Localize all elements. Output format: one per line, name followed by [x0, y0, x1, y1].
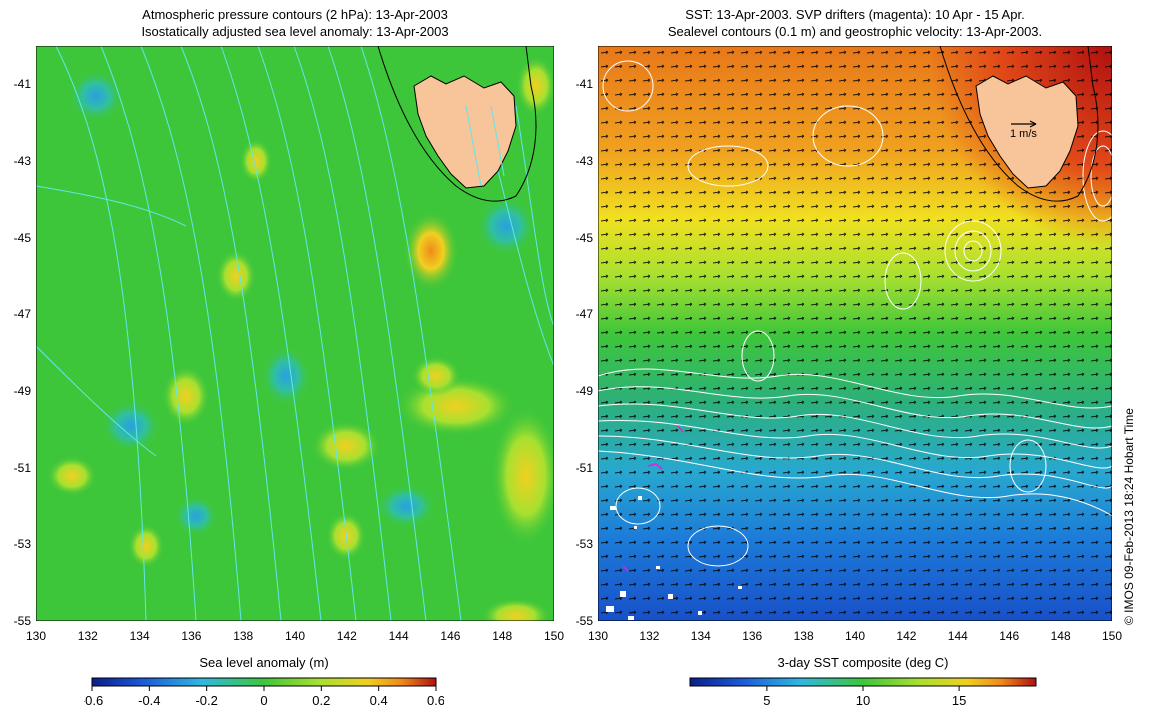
left-lon-tick-label: 144 [388, 629, 409, 643]
left-lon-tick-label: 140 [285, 629, 306, 643]
right-colorbar-label: 3-day SST composite (deg C) [777, 655, 949, 670]
left-colorbar-tick-label: -0.2 [195, 693, 217, 708]
right-lon-tick-label: 146 [999, 629, 1020, 643]
right-lat-tick-label: -51 [575, 460, 593, 475]
left-lon-tick-label: 146 [440, 629, 461, 643]
right-lat-tick-label: -55 [575, 614, 593, 628]
right-lon-tick-label: 150 [1102, 629, 1123, 643]
right-lon-tick-label: 142 [896, 629, 917, 643]
left-lat-tick-label: -41 [13, 77, 31, 92]
right-lon-tick-label: 136 [742, 629, 763, 643]
left-colorbar-tick-label: 0.4 [370, 693, 388, 708]
right-colorbar-tick-label: 15 [952, 693, 966, 708]
left-lon-tick-label: 150 [544, 629, 565, 643]
left-title-line1: Atmospheric pressure contours (2 hPa): 1… [142, 7, 448, 22]
left-lon-tick-label: 138 [233, 629, 254, 643]
left-lat-tick-label: -49 [13, 384, 31, 398]
right-lon-tick-label: 140 [845, 629, 866, 643]
left-lon-tick-label: 148 [492, 629, 513, 643]
right-lon-tick-label: 148 [1050, 629, 1071, 643]
velocity-scale-arrow [1011, 120, 1037, 128]
left-lon-tick-label: 134 [129, 629, 150, 643]
right-colorbar-tick-label: 5 [763, 693, 770, 708]
credit-text: © IMOS 09-Feb-2013 18:24 Hobart Time [1122, 408, 1136, 625]
left-colorbar-tick-label: -0.6 [84, 693, 103, 708]
right-lon-tick-label: 130 [588, 629, 609, 643]
right-lat-tick-label: -49 [575, 384, 593, 398]
sst-map: 1 m/s [598, 46, 1112, 621]
right-lat-tick-label: -41 [575, 77, 593, 92]
left-colorbar-tick-label: 0 [260, 693, 267, 708]
right-lon-tick-label: 134 [690, 629, 711, 643]
left-colorbar-label: Sea level anomaly (m) [199, 655, 329, 670]
right-lat-tick-label: -45 [575, 230, 593, 245]
left-lat-tick-label: -51 [13, 460, 31, 475]
left-lat-tick-label: -47 [13, 307, 31, 322]
sea-level-anomaly-map [36, 46, 554, 621]
right-lat-tick-label: -43 [575, 154, 593, 168]
right-lon-tick-label: 144 [947, 629, 968, 643]
left-lat-tick-label: -53 [13, 537, 31, 552]
left-lon-tick-label: 132 [77, 629, 98, 643]
left-lat-tick-label: -43 [13, 154, 31, 168]
left-colorbar-tick-label: 0.6 [427, 693, 444, 708]
right-title-line2: Sealevel contours (0.1 m) and geostrophi… [667, 24, 1043, 39]
left-lat-tick-label: -45 [13, 230, 31, 245]
left-lon-tick-label: 136 [181, 629, 202, 643]
left-colorbar: -0.6 -0.4 -0.2 0 0.2 0.4 0.6 [84, 677, 444, 708]
right-colorbar-tick-label: 10 [856, 693, 870, 708]
right-colorbar: 5 10 15 [689, 677, 1037, 708]
left-colorbar-tick-label: 0.2 [312, 693, 330, 708]
left-lon-tick-label: 130 [26, 629, 47, 643]
left-lat-tick-label: -55 [13, 614, 31, 628]
right-lon-tick-label: 138 [793, 629, 814, 643]
left-colorbar-tick-label: -0.4 [138, 693, 160, 708]
right-lat-tick-label: -53 [575, 537, 593, 552]
left-lon-tick-label: 142 [336, 629, 357, 643]
right-title-line1: SST: 13-Apr-2003. SVP drifters (magenta)… [685, 7, 1025, 22]
velocity-scale-label: 1 m/s [1010, 128, 1037, 140]
right-lon-tick-label: 132 [639, 629, 660, 643]
left-title-line2: Isostatically adjusted sea level anomaly… [141, 24, 449, 39]
right-lat-tick-label: -47 [575, 307, 593, 322]
